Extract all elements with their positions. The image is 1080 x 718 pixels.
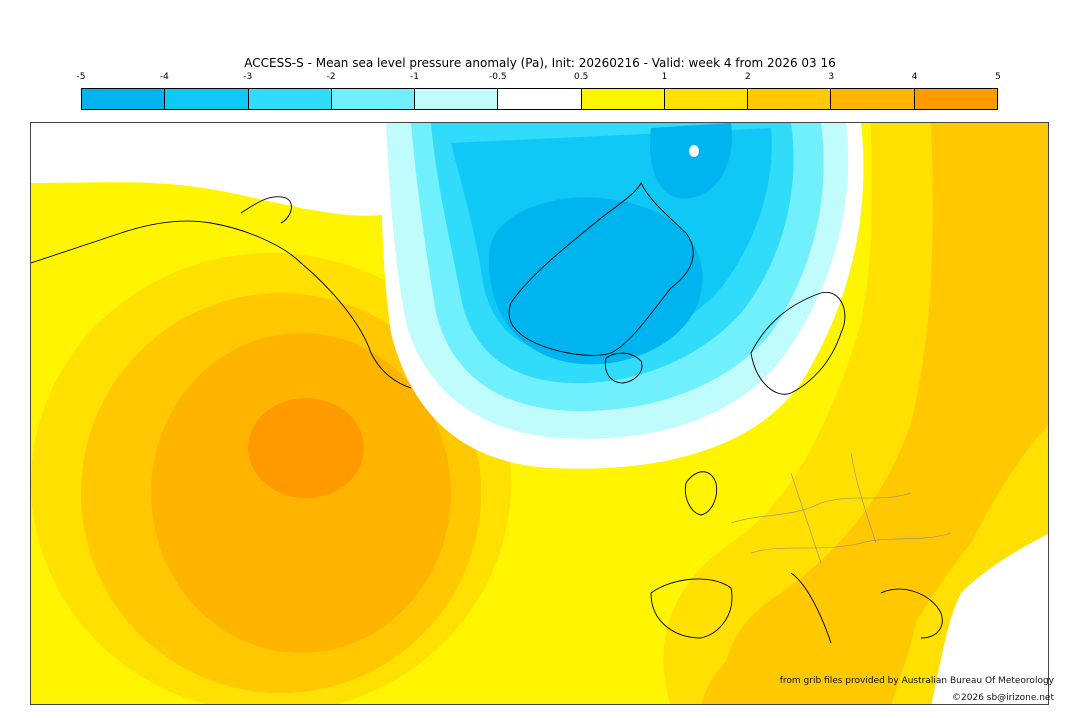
colorbar-tick-label: -3 <box>243 72 253 82</box>
colorbar-tick-label: 2 <box>745 72 751 82</box>
border-line-1 <box>730 492 912 524</box>
band-minus5-minus4-core <box>488 197 703 365</box>
band-neutral-northwest <box>31 123 391 216</box>
colorbar-tick-label: 5 <box>995 72 1001 82</box>
british-isles-coast <box>684 471 718 516</box>
arctic-island-1 <box>240 196 292 224</box>
coastlines <box>31 181 943 644</box>
border-line-3 <box>790 472 822 564</box>
colorbar-swatch <box>415 89 499 109</box>
italy-coast <box>790 572 832 644</box>
colorbar-swatch <box>581 89 665 109</box>
colorbar-tick-label: 3 <box>828 72 835 82</box>
band-2-3-south <box>701 563 920 704</box>
band-minus5-minus4-north <box>650 123 732 199</box>
colorbar-legend <box>81 88 998 110</box>
band-4-5-core <box>248 398 364 498</box>
pressure-anomaly-map <box>30 122 1049 705</box>
copyright-credit: ©2026 sb@irizone.net <box>952 693 1054 703</box>
colorbar-swatch <box>82 89 166 109</box>
colorbar-tick-label: -0.5 <box>489 72 507 82</box>
band-2-3-east <box>721 123 1048 704</box>
colorbar-swatch <box>748 89 832 109</box>
colorbar-swatch <box>165 89 249 109</box>
data-source-credit: from grib files provided by Australian B… <box>779 676 1054 686</box>
balkans-coast <box>880 588 943 639</box>
colorbar-swatch <box>664 89 749 109</box>
local-neutral-spot <box>689 145 699 157</box>
colorbar-tick-label: -2 <box>326 72 336 82</box>
iceland-coast <box>604 352 643 384</box>
anomaly-field <box>31 123 1048 704</box>
colorbar-swatch <box>248 89 332 109</box>
colorbar-tick-label: 1 <box>661 72 668 82</box>
colorbar-tick-label: -1 <box>409 72 419 82</box>
north-america-coast <box>31 220 412 389</box>
colorbar-tick-label: 4 <box>911 72 918 82</box>
colorbar-swatch <box>914 89 997 109</box>
scandinavia-coast <box>750 291 846 395</box>
colorbar-tick-label: -4 <box>159 72 169 82</box>
iberia-coast <box>650 578 733 639</box>
greenland-coast <box>508 181 694 356</box>
map-title: ACCESS-S - Mean sea level pressure anoma… <box>244 56 836 70</box>
colorbar-swatch <box>331 89 416 109</box>
border-line-4 <box>850 452 877 544</box>
country-borders <box>730 452 952 564</box>
band-neutral-southeast <box>931 534 1048 704</box>
colorbar-tick-label: 0.5 <box>574 72 589 82</box>
colorbar-swatch <box>831 89 915 109</box>
colorbar-tick-label: -5 <box>76 72 86 82</box>
colorbar-swatch <box>498 89 582 109</box>
border-line-2 <box>750 532 952 554</box>
